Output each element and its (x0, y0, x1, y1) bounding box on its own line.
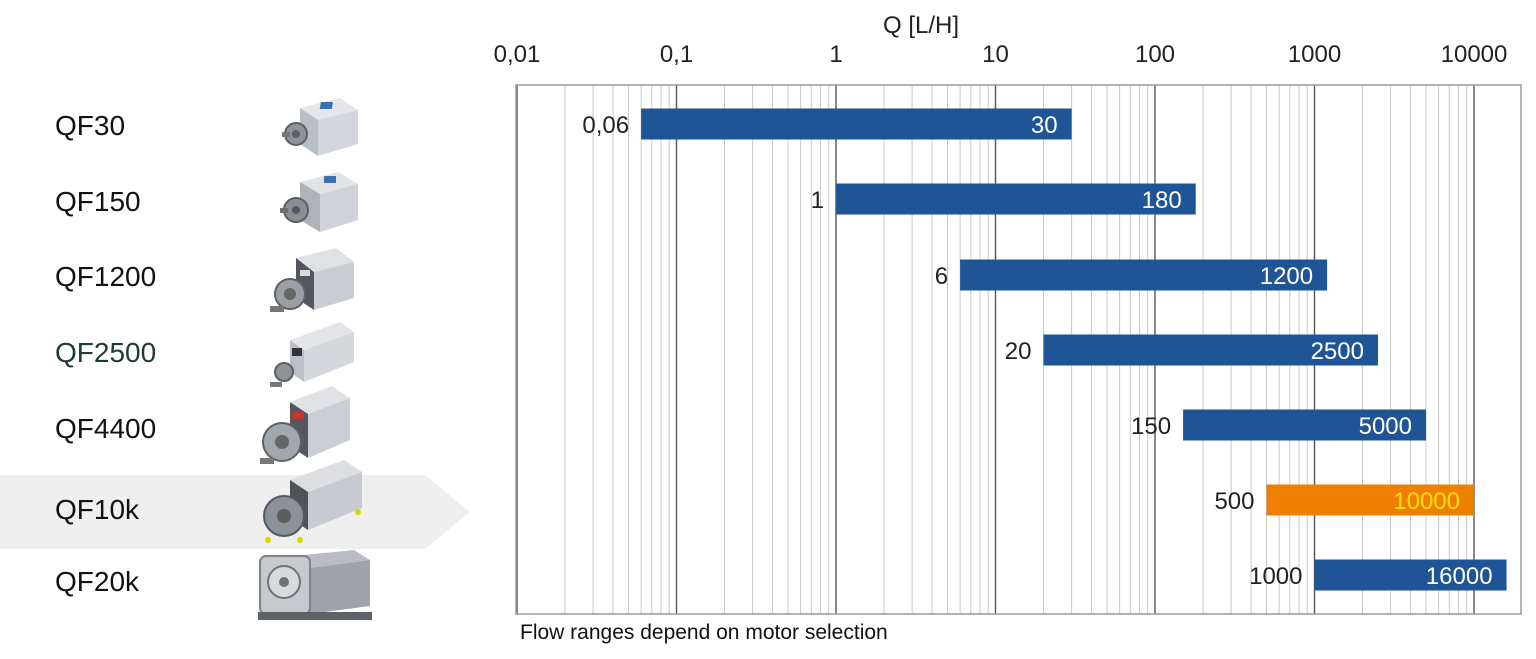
pump-image-qf2500 (270, 322, 354, 387)
model-label-qf30: QF30 (55, 110, 126, 141)
pump-image-qf1200 (270, 248, 354, 312)
flow-range-bar (1266, 484, 1474, 516)
pump-image-qf20k (258, 550, 372, 620)
pump-image-qf30 (282, 98, 358, 156)
pump-image-qf10k (263, 460, 362, 543)
footnote: Flow ranges depend on motor selection (520, 621, 888, 644)
pump-image-qf150 (280, 172, 358, 232)
range-min-label: 500 (1214, 488, 1254, 515)
flow-range-bar (1043, 334, 1378, 366)
flow-range-bar (1314, 559, 1507, 591)
range-max-label: 1200 (1260, 263, 1313, 290)
range-min-label: 20 (1005, 338, 1032, 365)
pump-image-qf4400 (260, 386, 350, 464)
range-max-label: 16000 (1426, 563, 1493, 590)
model-label-qf10k: QF10k (55, 494, 140, 525)
range-min-label: 1 (811, 187, 824, 214)
x-tick-label: 10000 (1441, 41, 1508, 68)
x-tick-label: 10 (982, 41, 1009, 68)
flow-range-bar (836, 183, 1196, 215)
x-tick-label: 1000 (1288, 41, 1341, 68)
range-max-label: 30 (1031, 112, 1058, 139)
plot-frame (515, 84, 1522, 615)
flow-range-bars: 0,06 30 1 180 6 1200 20 2500 150 5000 500 10000 1000… (582, 108, 1507, 591)
x-tick-label: 100 (1135, 41, 1175, 68)
range-max-label: 5000 (1359, 413, 1412, 440)
flow-range-bar (641, 108, 1072, 140)
x-tick-label: 0,01 (494, 41, 541, 68)
range-min-label: 150 (1131, 413, 1171, 440)
x-tick-label: 1 (829, 41, 842, 68)
model-label-qf20k: QF20k (55, 566, 140, 597)
model-label-qf4400: QF4400 (55, 413, 157, 444)
flow-range-bar (960, 259, 1328, 291)
range-max-label: 180 (1142, 187, 1182, 214)
range-max-label: 10000 (1393, 488, 1460, 515)
range-min-label: 6 (935, 263, 948, 290)
model-label-qf1200: QF1200 (55, 261, 157, 292)
x-tick-label: 0,1 (660, 41, 693, 68)
flow-range-bar (1183, 409, 1426, 441)
x-axis-title: Q [L/H] (883, 12, 959, 39)
range-min-label: 0,06 (582, 112, 629, 139)
model-label-qf150: QF150 (55, 186, 141, 217)
x-axis-ticks: 0,01 0,1 1 10 100 1000 10000 (494, 41, 1508, 68)
range-min-label: 1000 (1249, 563, 1302, 590)
range-max-label: 2500 (1311, 338, 1364, 365)
model-label-qf2500: QF2500 (55, 337, 157, 368)
